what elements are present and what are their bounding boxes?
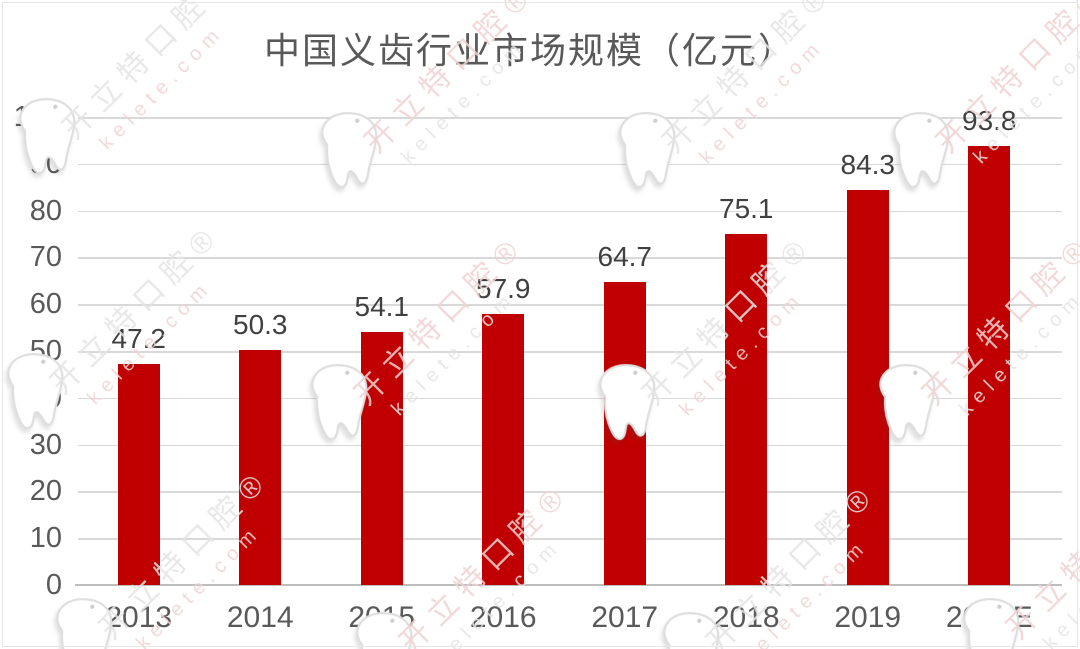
y-axis-tick-label: 30 [29,428,62,461]
x-axis-tick-label: 2013 [105,601,173,634]
bar-2015 [360,331,403,585]
bar-value-label: 93.8 [962,105,1017,137]
gridline [78,491,1062,493]
y-axis-tick-label: 0 [45,569,62,601]
bar-value-label: 75.1 [719,192,774,224]
y-axis-tick-label: 60 [29,288,62,321]
bar-2017 [603,282,646,585]
y-axis-tick-label: 40 [29,381,62,414]
bar-2013 [117,364,160,585]
bar-value-label: 84.3 [840,149,896,181]
gridline [78,538,1062,540]
bar-value-label: 54.1 [354,290,410,322]
y-axis-tick-label: 20 [29,475,62,508]
x-axis-tick-label: 2018 [712,601,780,634]
x-axis-tick-label: 2017 [591,601,659,634]
y-axis-tick-label: 80 [29,194,62,227]
y-axis-tick-label: 50 [29,335,62,367]
bar-value-label: 50.3 [233,308,288,340]
gridline [78,257,1062,259]
gridline [78,210,1062,213]
chart-title: 中国义齿行业市场规模（亿元） [263,30,796,71]
x-axis-tick-label: 2015 [348,601,416,634]
bar-2020E [968,146,1011,585]
y-axis-tick-label: 70 [29,241,62,274]
bar-2016 [482,314,525,585]
bar-value-label: 47.2 [111,323,167,355]
bar-2018 [725,233,768,585]
y-axis-tick-label: 90 [29,147,62,180]
y-axis-tick-label: 10 [29,522,62,555]
y-axis-tick-label: 100 [13,101,62,133]
x-axis-line [75,584,1062,586]
bar-2014 [239,349,282,585]
x-axis-tick-label: 2019 [834,601,902,634]
x-axis-tick-label: 2016 [469,601,537,634]
gridline [78,304,1062,306]
bar-value-label: 57.9 [476,273,531,305]
gridline [78,351,1062,353]
x-axis-tick-label: 2014 [226,601,294,634]
x-axis-tick-label: 2020E [945,601,1033,634]
tooth-icon [321,112,378,189]
gridline [78,397,1062,400]
bar-value-label: 64.7 [597,241,653,273]
gridline [78,444,1062,447]
gridline [78,117,1062,119]
bar-2019 [846,190,889,585]
gridline [78,163,1062,166]
